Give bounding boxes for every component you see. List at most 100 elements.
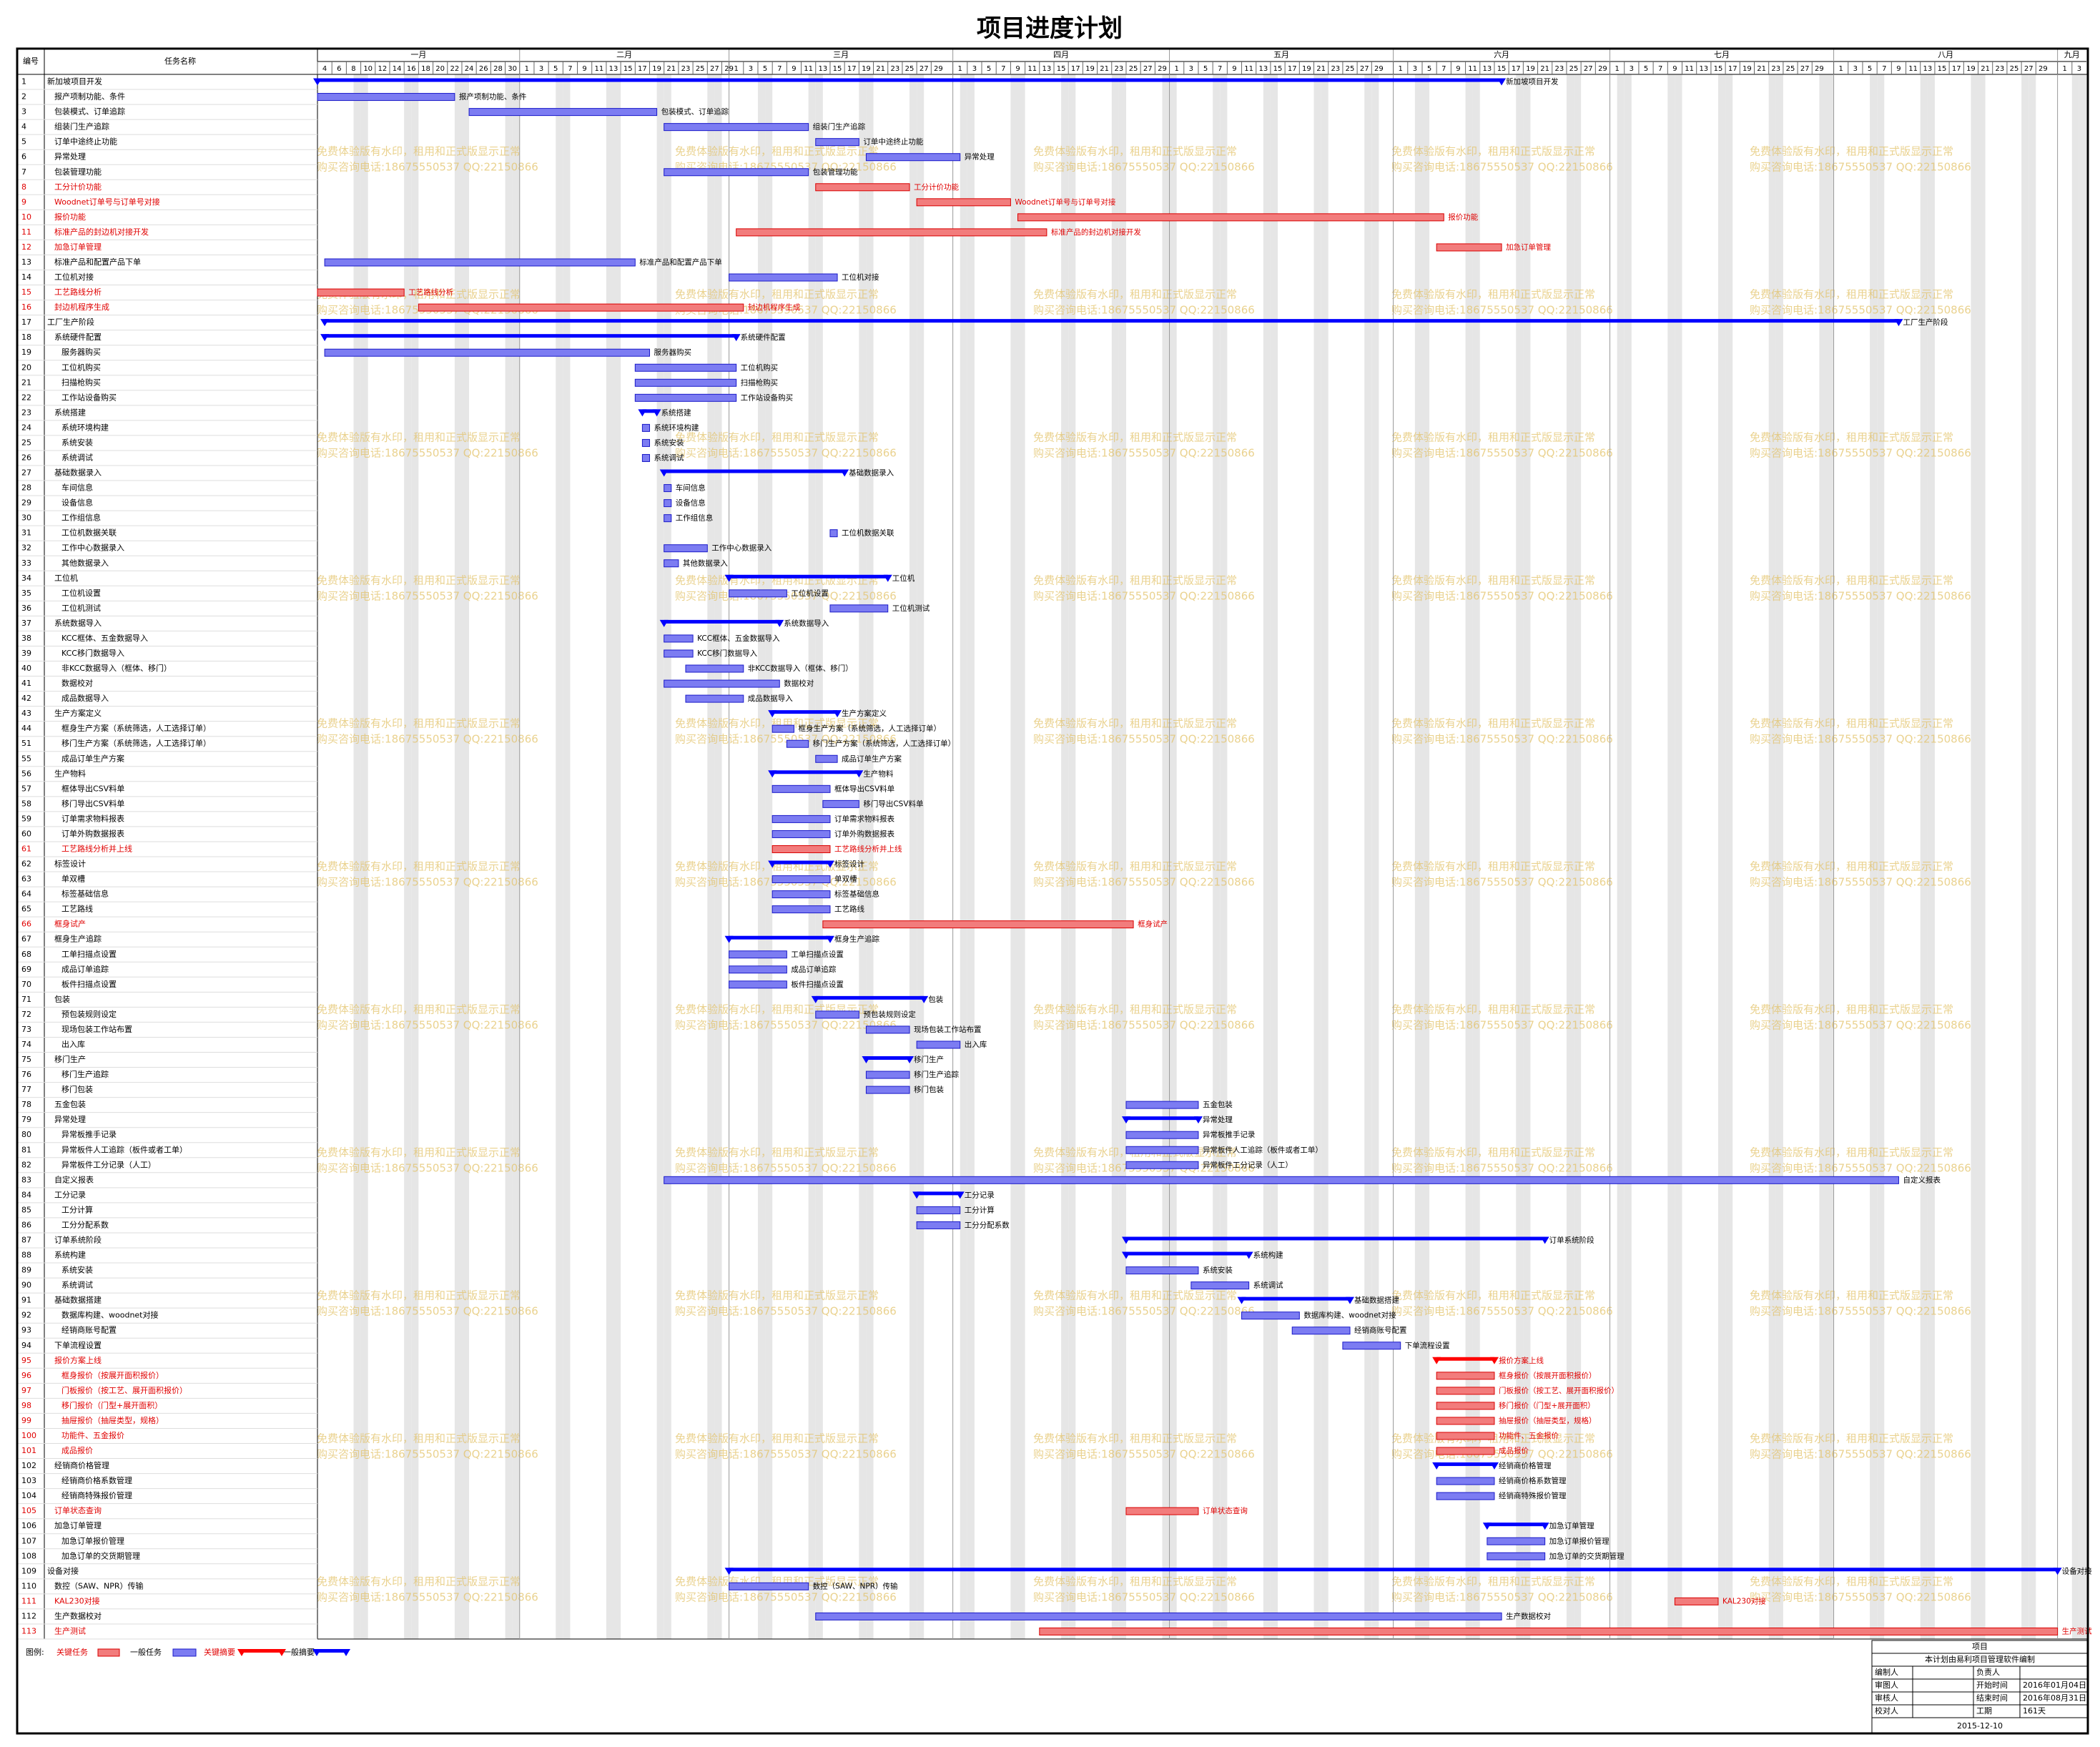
watermark: 购买咨询电话:18675550537 QQ:22150866: [1391, 1019, 1613, 1032]
day-label: 3: [749, 65, 753, 73]
watermark: 购买咨询电话:18675550537 QQ:22150866: [1033, 876, 1255, 889]
task-name: 服务器购买: [61, 347, 101, 357]
task-id: 64: [21, 890, 31, 899]
day-label: 27: [1584, 65, 1593, 73]
task-id: 30: [21, 513, 31, 523]
weekend: [2079, 74, 2086, 1639]
task-id: 25: [21, 438, 31, 447]
task-bar: [736, 228, 1047, 237]
task-name: 工分分配系数: [61, 1220, 109, 1229]
day-label: 1: [525, 65, 529, 73]
summary-end: [320, 319, 330, 327]
bar-label: 工作站设备购买: [741, 393, 794, 402]
month-label: 九月: [2064, 50, 2080, 59]
task-name: 订单中途终止功能: [54, 137, 117, 147]
task-bar: [324, 348, 651, 357]
summary-end: [854, 770, 864, 778]
watermark: 购买咨询电话:18675550537 QQ:22150866: [1033, 447, 1255, 460]
weekend: [360, 74, 368, 1639]
day-label: 3: [539, 65, 543, 73]
day-label: 13: [818, 65, 827, 73]
month-label: 二月: [616, 50, 632, 59]
day-label: 3: [1853, 65, 1858, 73]
task-id: 6: [21, 152, 26, 162]
task-name: 加急订单管理: [54, 1520, 102, 1530]
bar-label: 订单外购数据报表: [834, 829, 894, 838]
task-bar: [641, 423, 651, 432]
bar-label: 框身生产追踪: [834, 935, 879, 944]
summary-end: [1432, 1462, 1441, 1470]
weekend: [454, 74, 462, 1639]
task-name: 移门生产: [54, 1054, 86, 1064]
summary-bar: [772, 710, 838, 714]
bar-label: 系统构建: [1253, 1251, 1283, 1260]
weekend: [1364, 74, 1372, 1639]
footer-note: 本计划由易利项目管理软件编制: [1925, 1654, 2035, 1664]
weekend: [2021, 74, 2029, 1639]
day-label: 14: [393, 65, 402, 73]
watermark: 免费体验版有水印，租用和正式版显示正常: [675, 1146, 879, 1159]
bar-label: 订单状态查询: [1203, 1506, 1248, 1515]
day-label: 7: [1441, 65, 1446, 73]
task-name: KAL230对接: [54, 1595, 100, 1605]
task-bar: [729, 273, 838, 282]
day-label: 21: [1316, 65, 1326, 73]
day-label: 12: [378, 65, 388, 73]
day-label: 1: [1615, 65, 1619, 73]
weekend: [664, 74, 671, 1639]
task-id: 36: [21, 604, 31, 613]
task-id: 9: [21, 197, 26, 207]
summary-end: [920, 995, 929, 1003]
bar-label: 非KCC数据导入（框体、移门）: [748, 664, 853, 673]
task-id: 82: [21, 1160, 31, 1169]
task-id: 81: [21, 1145, 31, 1154]
summary-end: [1193, 1116, 1203, 1124]
task-bar: [1125, 1131, 1199, 1139]
day-label: 29: [1158, 65, 1167, 73]
day-label: 23: [681, 65, 691, 73]
bar-label: 成品数据导入: [748, 694, 793, 703]
task-name: 移门导出CSV料单: [61, 798, 124, 808]
task-bar: [1436, 243, 1502, 252]
bar-label: 移门生产追踪: [914, 1070, 959, 1079]
task-id: 17: [21, 318, 31, 327]
weekend: [1978, 74, 1986, 1639]
task-name: 框身报价（按展开面积报价）: [61, 1370, 164, 1380]
day-label: 9: [1896, 65, 1901, 73]
task-id: 3: [21, 107, 26, 117]
day-label: 11: [1027, 65, 1037, 73]
summary-end: [825, 860, 834, 868]
weekend: [404, 74, 412, 1639]
day-label: 19: [1302, 65, 1311, 73]
task-bar: [772, 845, 831, 853]
task-name: 抽屉报价（抽屉类型，规格）: [61, 1415, 164, 1425]
bar-label: 订单系统阶段: [1549, 1235, 1594, 1244]
day-label: 15: [1497, 65, 1507, 73]
task-name: 经销商账号配置: [61, 1325, 117, 1335]
bar-label: 工分计价功能: [914, 182, 959, 192]
legend-title: 图例:: [26, 1647, 44, 1657]
weekend: [1971, 74, 1978, 1639]
task-bar: [1436, 1417, 1495, 1425]
day-label: 7: [1001, 65, 1005, 73]
task-bar: [1125, 1101, 1199, 1109]
day-label: 13: [1923, 65, 1932, 73]
task-name: 框身试产: [54, 919, 86, 929]
day-label: 11: [594, 65, 603, 73]
task-name: 工作组信息: [61, 513, 101, 523]
task-name: 生产测试: [54, 1625, 86, 1635]
weekend: [1675, 74, 1682, 1639]
weekend: [1414, 74, 1422, 1639]
summary-end: [905, 1056, 915, 1064]
outer-border: [16, 47, 2089, 1735]
day-label: 25: [2010, 65, 2019, 73]
summary-end: [955, 1191, 965, 1199]
summary-end: [1489, 1357, 1499, 1364]
task-name: 经销商特殊报价管理: [61, 1490, 132, 1500]
watermark: 购买咨询电话:18675550537 QQ:22150866: [317, 1305, 538, 1318]
summary-bar: [1241, 1296, 1351, 1301]
day-label: 27: [1143, 65, 1153, 73]
bar-label: 框身生产方案（系统筛选，人工选择订单）: [798, 724, 941, 733]
name-header: 任务名称: [164, 56, 196, 66]
task-id: 87: [21, 1235, 31, 1244]
